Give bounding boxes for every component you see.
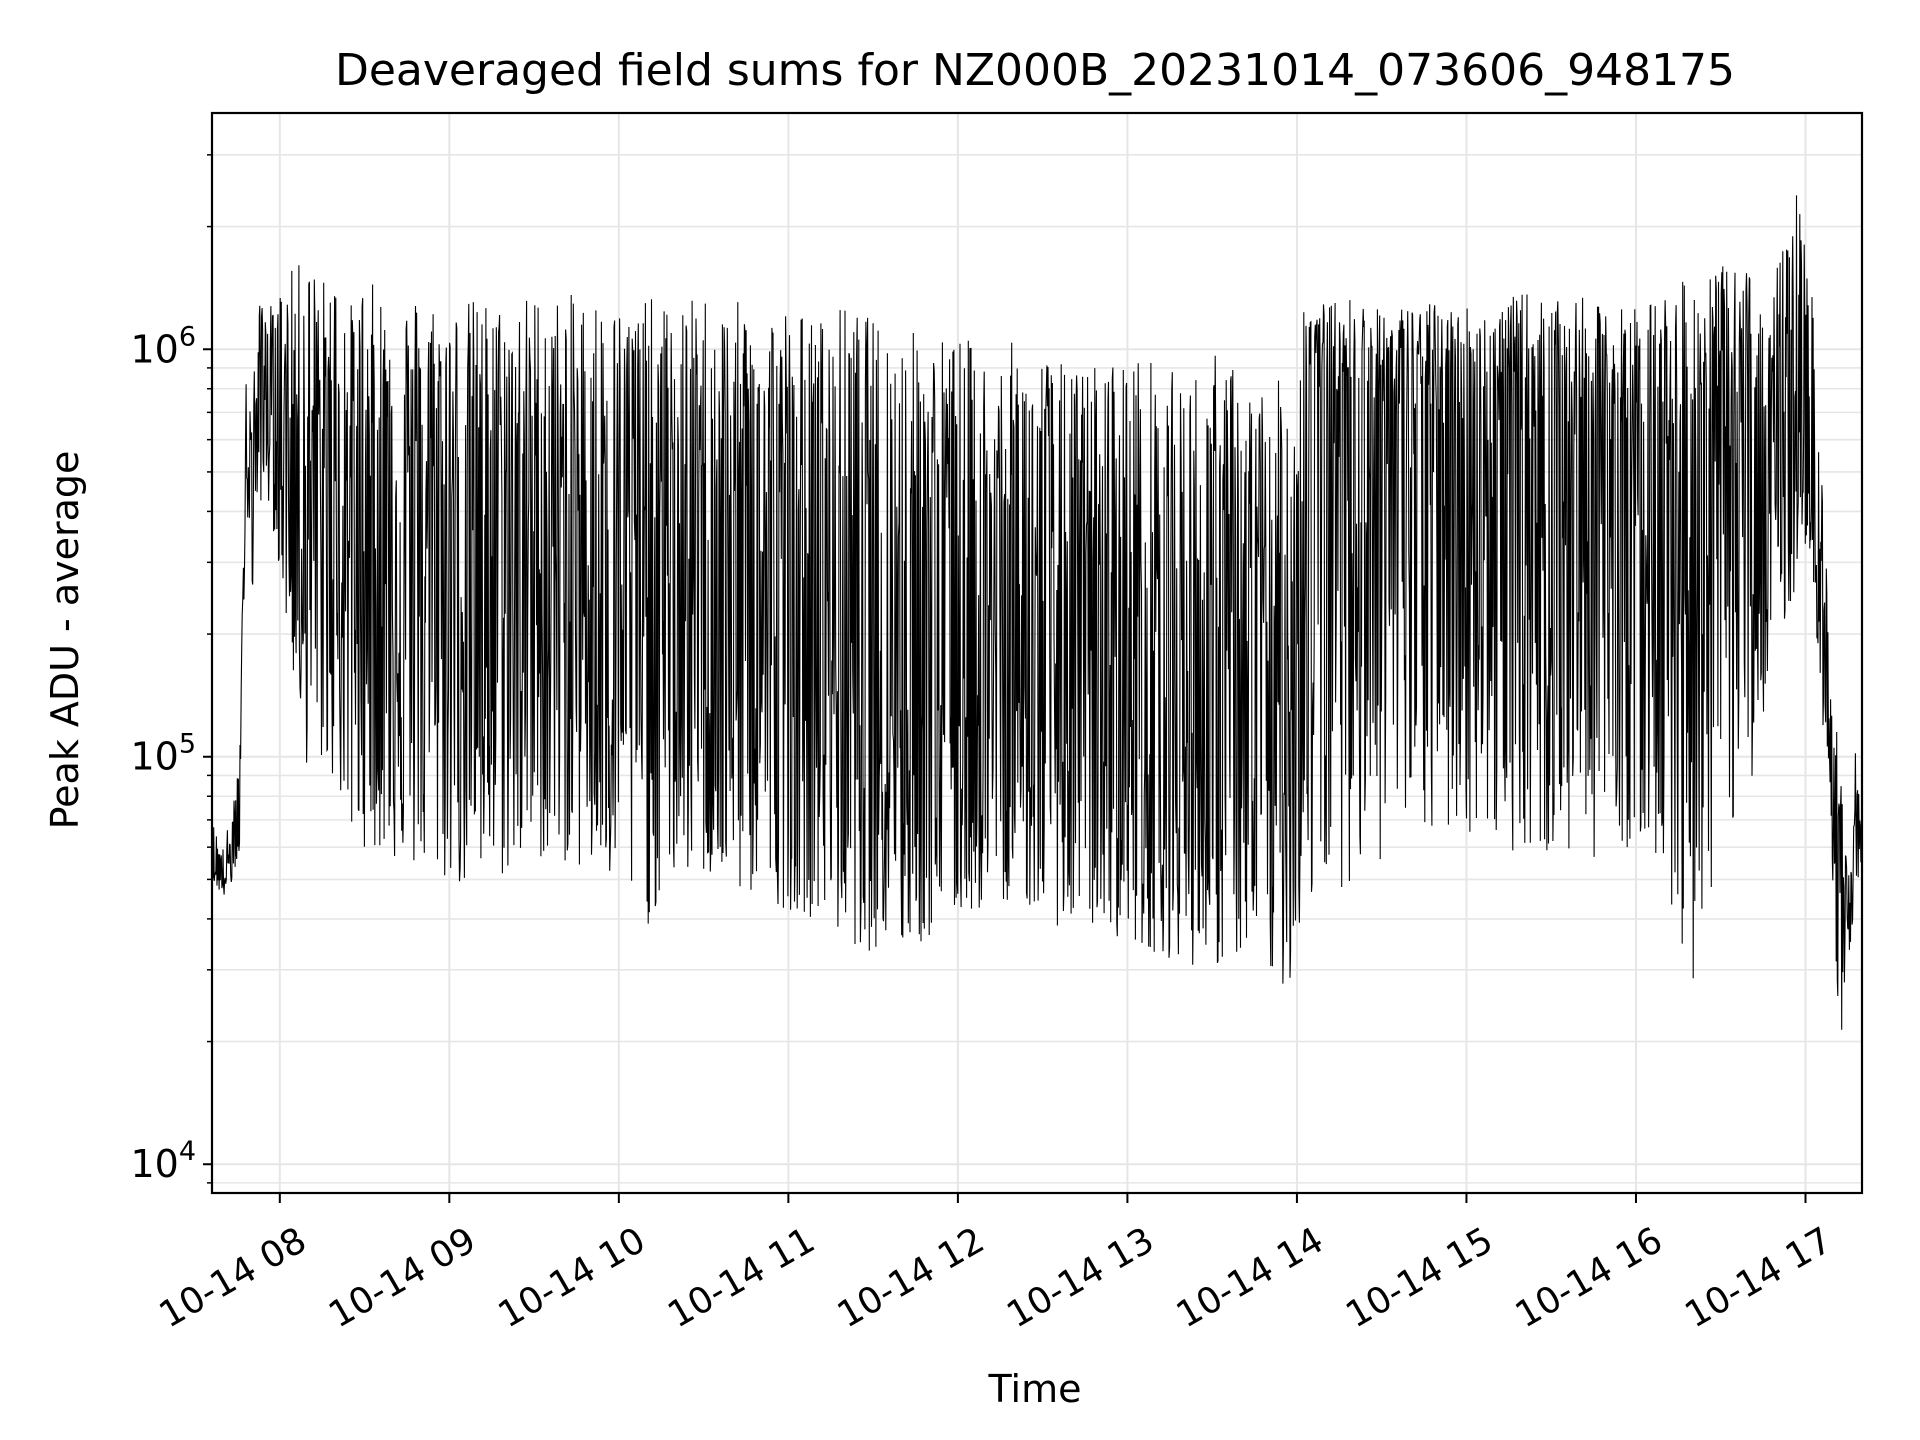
y-tick-label: 104 <box>130 1136 196 1186</box>
chart-title: Deaveraged field sums for NZ000B_2023101… <box>335 45 1735 96</box>
y-tick-label: 105 <box>130 729 196 779</box>
plot-frame <box>210 111 1864 1195</box>
data-layer <box>211 195 1863 1030</box>
y-tick-label: 106 <box>130 321 196 371</box>
x-axis-label: Time <box>988 1367 1082 1411</box>
y-axis-label: Peak ADU - average <box>43 451 87 830</box>
series-line <box>211 195 1863 1030</box>
y-axis: 104 105 106 <box>130 154 212 1186</box>
